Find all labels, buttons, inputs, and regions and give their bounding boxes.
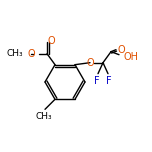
Text: F: F	[94, 76, 100, 86]
Text: CH₃: CH₃	[36, 112, 52, 121]
Text: O: O	[48, 36, 56, 46]
Text: O: O	[86, 58, 94, 68]
Text: OH: OH	[123, 52, 138, 62]
Text: CH₃: CH₃	[6, 49, 23, 58]
Text: O: O	[27, 49, 35, 59]
Text: O: O	[118, 45, 126, 55]
Text: F: F	[106, 76, 112, 86]
